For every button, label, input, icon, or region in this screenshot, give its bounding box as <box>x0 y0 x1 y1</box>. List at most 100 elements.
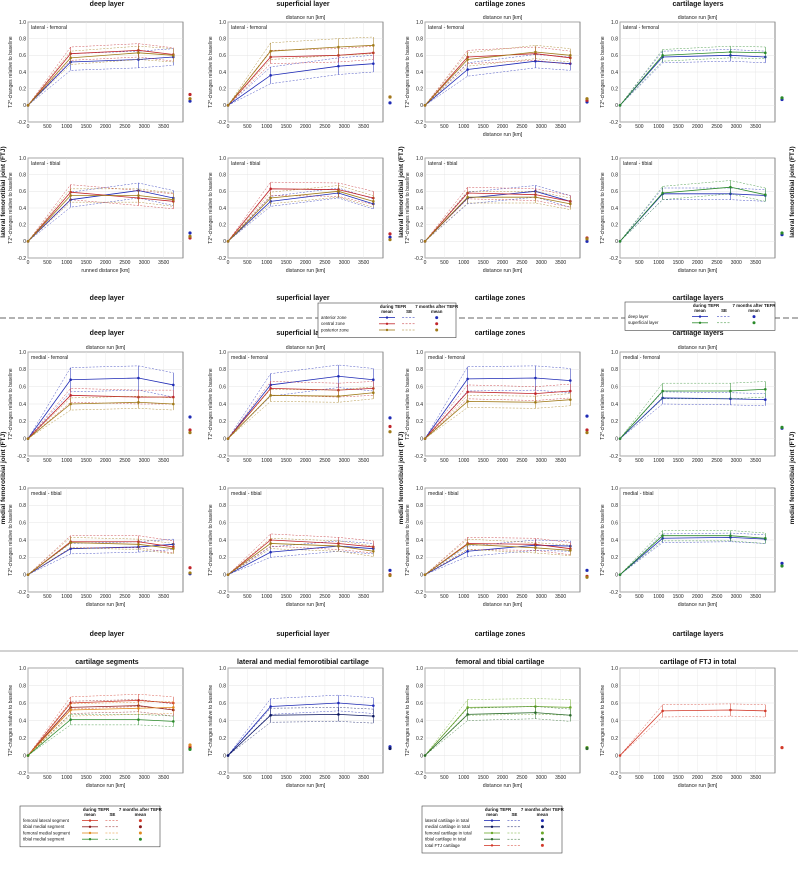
x-tick-label: 3000 <box>536 124 547 130</box>
after-point <box>188 231 192 235</box>
series-line <box>227 392 374 439</box>
y-tick-label: 0.4 <box>19 70 26 76</box>
data-point <box>423 573 427 576</box>
legend-head-mean: mean <box>694 308 706 313</box>
series-se-upper <box>424 537 571 575</box>
y-tick-label: 0 <box>223 103 226 109</box>
series-line <box>619 397 766 439</box>
data-point <box>69 708 72 712</box>
series-se-lower <box>424 397 571 439</box>
x-tick-label: 1500 <box>673 260 684 266</box>
chart-r5c1: -0.200.20.40.60.81.00 500 1000 1500 2000 2500… <box>8 666 192 789</box>
series-line <box>424 706 571 756</box>
series-se-lower <box>424 549 571 575</box>
data-point <box>466 549 469 553</box>
region-label: medial - tibial <box>623 491 654 497</box>
after-point <box>780 746 784 750</box>
x-tick-label: 3000 <box>139 260 150 266</box>
y-tick-label: -0.2 <box>17 771 26 777</box>
y-tick-label: 0.4 <box>219 718 226 724</box>
data-point <box>269 196 272 200</box>
y-tick-label: 0.4 <box>19 206 26 212</box>
x-tick-label: 0 <box>424 260 427 266</box>
data-point <box>466 195 469 199</box>
series-se-upper <box>227 381 374 439</box>
after-point <box>188 566 192 570</box>
series-se-upper <box>619 703 766 756</box>
data-point <box>534 400 537 404</box>
y-tick-label: 0.2 <box>416 736 423 742</box>
x-tick-label: 500 <box>43 775 52 781</box>
chart-r4c2: -0.200.20.40.60.81.00 500 1000 1500 2000 2500… <box>208 486 392 608</box>
data-point <box>69 378 72 382</box>
y-tick-label: 0.8 <box>19 172 26 178</box>
after-point <box>388 573 392 578</box>
y-tick-label: 0.2 <box>416 419 423 425</box>
data-point <box>172 383 175 387</box>
series-se-lower <box>227 398 374 439</box>
x-tick-label: 1500 <box>478 260 489 266</box>
x-tick-label: 0 <box>227 124 230 130</box>
y-tick-label: -0.2 <box>414 256 423 262</box>
series-se-upper <box>227 187 374 242</box>
data-point <box>337 701 340 705</box>
y-axis-label: T2*-changes relative to baseline <box>600 368 606 440</box>
y-axis-label: T2*-changes relative to baseline <box>8 504 14 576</box>
y-tick-label: 0.6 <box>219 520 226 526</box>
y-tick-label: 0.6 <box>19 701 26 707</box>
series-line <box>619 709 766 756</box>
x-tick-label: 3000 <box>139 458 150 464</box>
after-point <box>388 568 392 572</box>
data-point <box>569 389 572 393</box>
series-se-lower <box>27 547 174 575</box>
y-tick-label: 1.0 <box>19 666 26 672</box>
y-tick-label: 0.6 <box>219 53 226 59</box>
legend-head-mean: mean <box>381 309 393 314</box>
panel-footer: superficial layer <box>276 631 330 638</box>
series-line <box>424 51 571 106</box>
x-tick-label: 1000 <box>61 458 72 464</box>
x-tick-label: 2500 <box>516 594 527 600</box>
panel-footer: cartilage zones <box>475 295 526 302</box>
x-tick-label: 2000 <box>100 458 111 464</box>
legend-head-after: 7 months after TEFR <box>521 807 565 812</box>
x-tick-label: 500 <box>635 124 644 130</box>
legend-head-mean: mean <box>84 812 96 817</box>
x-tick-label: 2500 <box>119 594 130 600</box>
y-tick-label: -0.2 <box>17 454 26 460</box>
x-tick-label: 2500 <box>319 260 330 266</box>
legend-mean-dot <box>490 831 494 835</box>
x-tick-label: 2000 <box>100 775 111 781</box>
after-point <box>780 231 784 235</box>
data-point <box>466 377 469 381</box>
series-se-lower <box>227 197 374 242</box>
data-point <box>618 437 622 440</box>
y-axis-label: T2*-changes relative to baseline <box>208 685 214 757</box>
series-se-upper <box>227 540 374 575</box>
x-axis-label-top: distance run [km] <box>286 345 326 351</box>
series-se-upper <box>424 393 571 439</box>
x-tick-label: 1500 <box>81 124 92 130</box>
y-tick-label: 0.2 <box>19 555 26 561</box>
y-tick-label: -0.2 <box>609 256 618 262</box>
after-point <box>780 564 784 568</box>
y-tick-label: 0.2 <box>611 736 618 742</box>
y-tick-label: 0.2 <box>19 86 26 92</box>
data-point <box>764 193 767 196</box>
x-tick-label: 0 <box>227 775 230 781</box>
series-line <box>619 388 766 439</box>
series-se-upper <box>27 714 174 756</box>
legend-label: tibial medial segment <box>23 824 65 829</box>
series-se-upper <box>619 532 766 575</box>
legend-mean-dot <box>490 819 494 822</box>
x-tick-label: 0 <box>424 458 427 464</box>
y-tick-label: 0.8 <box>219 36 226 42</box>
y-tick-label: 0.6 <box>611 189 618 195</box>
y-tick-label: 0.4 <box>219 206 226 212</box>
series-se-lower <box>424 67 571 106</box>
y-tick-label: 0.6 <box>19 520 26 526</box>
legend-mean-dot <box>698 315 702 318</box>
y-tick-label: 0.2 <box>219 222 226 228</box>
y-tick-label: 0.8 <box>219 503 226 509</box>
y-tick-label: -0.2 <box>609 590 618 596</box>
